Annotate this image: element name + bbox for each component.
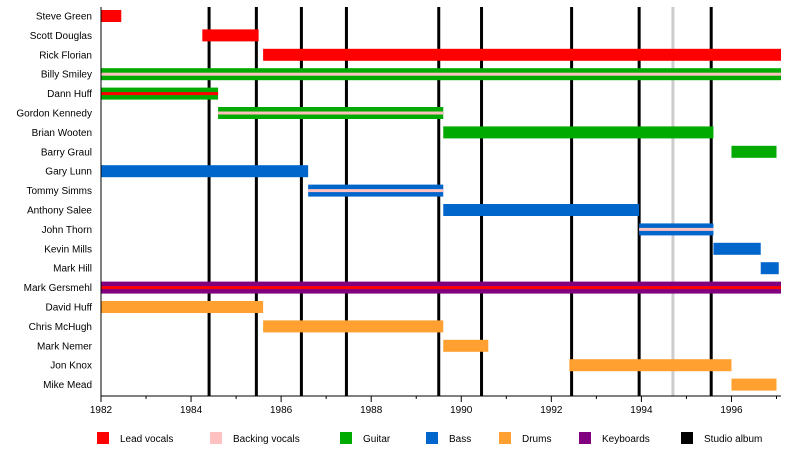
member-bar-bass [443,204,640,216]
legend-label-drums: Drums [522,434,551,445]
legend: Lead vocals Backing vocals Guitar Bass Drums… [97,432,762,445]
member-name-label: Scott Douglas [30,31,92,42]
x-tick-label: 1994 [630,405,653,416]
member-bar-lead [202,29,259,42]
member-name-label: Kevin Mills [44,244,92,255]
legend-label-guitar: Guitar [363,434,391,445]
member-bars [101,10,781,391]
member-name-label: John Thorn [42,225,92,236]
member-bar-accent-backing [101,72,781,76]
member-bar-lead [101,10,122,22]
member-name-label: Barry Graul [41,147,92,158]
legend-swatch-guitar [340,432,352,444]
member-name-label: Gary Lunn [45,167,92,178]
member-name-label: Mark Nemer [37,341,93,352]
member-name-label: Mark Hill [53,264,92,275]
x-axis: 1982 1984 1986 1988 1990 1992 1994 1996 [90,7,781,416]
member-bar-accent-backing [308,189,444,193]
member-name-label: Dann Huff [47,89,92,100]
member-name-label: David Huff [45,303,92,314]
member-bar-drums [731,378,777,391]
legend-label-album: Studio album [704,434,762,445]
member-name-label: Steve Green [36,12,92,23]
member-name-label: Jon Knox [50,361,92,372]
member-name-label: Gordon Kennedy [16,109,92,120]
member-bar-bass [713,242,761,255]
legend-swatch-drums [499,432,511,444]
member-bar-bass [760,262,779,275]
legend-swatch-album [681,432,693,444]
legend-label-bass: Bass [449,434,471,445]
member-bar-drums [263,320,444,333]
member-bar-guitar [443,126,714,139]
member-name-label: Rick Florian [39,50,92,61]
x-tick-label: 1992 [540,405,563,416]
legend-label-backing: Backing vocals [233,434,300,445]
member-name-label: Tommy Simms [26,186,92,197]
legend-swatch-keys [579,432,591,444]
member-name-label: Chris McHugh [29,322,92,333]
member-bar-drums [101,301,264,313]
member-bar-accent-backing [218,111,444,115]
member-bar-lead [263,48,781,61]
member-name-label: Brian Wooten [32,128,92,139]
member-name-labels: Steve Green Scott Douglas Rick Florian Bill… [16,12,92,392]
legend-swatch-backing [210,432,222,444]
x-tick-label: 1986 [270,405,293,416]
member-bar-accent-lead [101,92,219,96]
legend-label-lead: Lead vocals [120,434,173,445]
x-tick-label: 1982 [90,405,113,416]
member-bar-accent-backing [639,227,714,231]
member-name-label: Anthony Salee [27,206,92,217]
legend-swatch-lead [97,432,109,444]
member-bar-guitar [731,145,777,158]
x-tick-label: 1996 [720,405,743,416]
member-name-label: Billy Smiley [41,70,92,81]
legend-swatch-bass [426,432,438,444]
member-bar-bass [101,165,309,178]
member-bar-drums [569,359,732,372]
legend-label-keys: Keyboards [602,434,650,445]
member-name-label: Mark Gersmehl [24,283,92,294]
x-tick-label: 1984 [180,405,203,416]
x-tick-label: 1988 [360,405,383,416]
member-name-label: Mike Mead [43,380,92,391]
x-tick-label: 1990 [450,405,473,416]
member-bar-accent-lead [101,286,781,290]
member-bar-drums [443,339,489,352]
album-lines [207,7,713,396]
